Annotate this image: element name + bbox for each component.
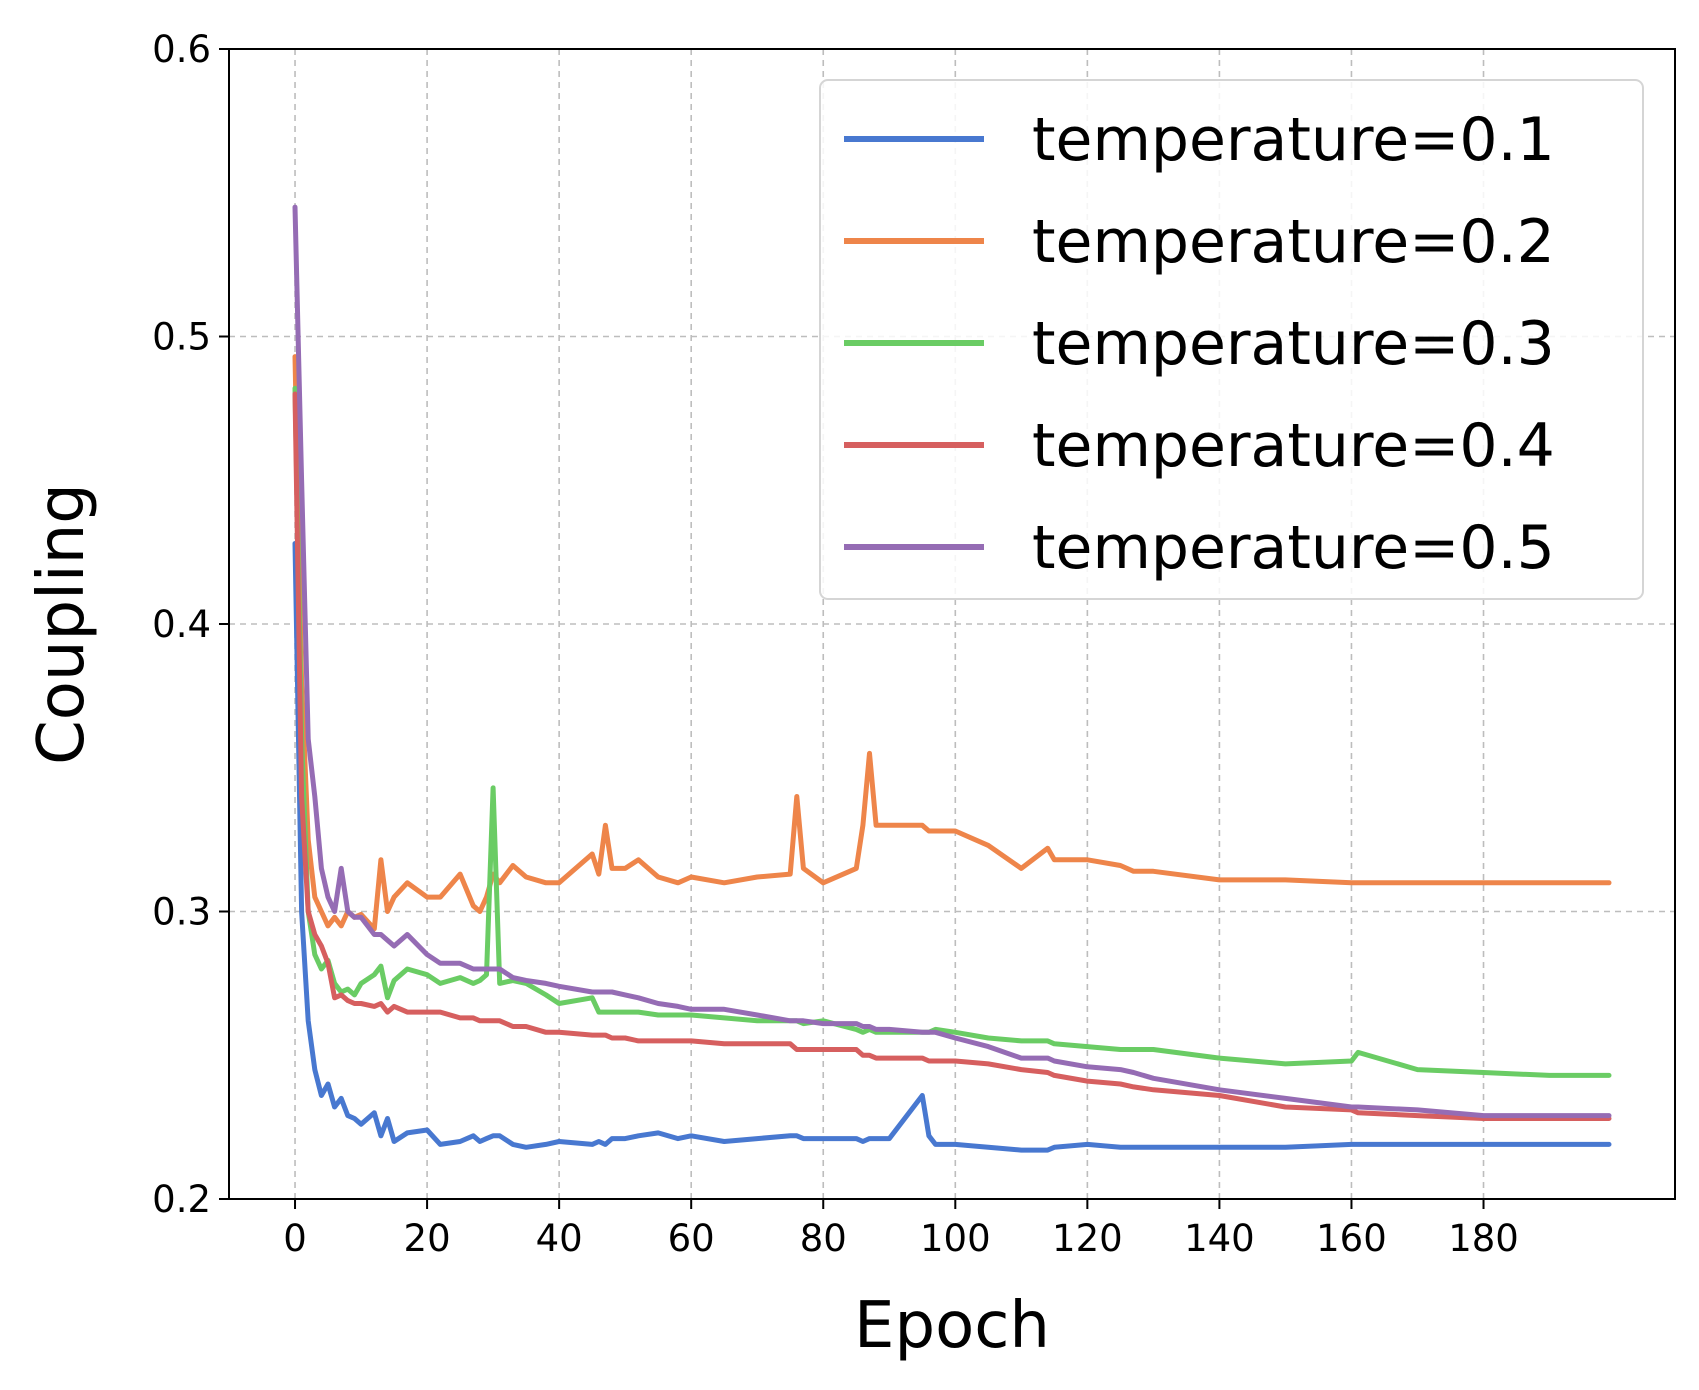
legend-label: temperature=0.3: [1032, 309, 1555, 379]
legend-label: temperature=0.2: [1032, 207, 1555, 277]
y-axis-title: Coupling: [25, 483, 99, 765]
legend-label: temperature=0.4: [1032, 411, 1555, 481]
series-lines: [292, 204, 1612, 1153]
x-tick-label: 140: [1184, 1217, 1255, 1260]
ticks: 0 20 40 60 80 100 120 140 160 180 0.2 0.3 0.4 0.5 0.6: [152, 28, 1519, 1260]
series-line: [292, 541, 1612, 1153]
y-tick-label: 0.6: [152, 28, 211, 71]
y-tick-label: 0.4: [152, 603, 211, 646]
x-tick-label: 100: [920, 1217, 991, 1260]
x-tick-label: 180: [1448, 1217, 1519, 1260]
x-tick-label: 40: [536, 1217, 583, 1260]
x-tick-label: 160: [1316, 1217, 1387, 1260]
series-line: [292, 354, 1612, 932]
series-line: [292, 385, 1612, 1078]
x-tick-label: 20: [404, 1217, 451, 1260]
x-tick-label: 0: [283, 1217, 307, 1260]
series-line: [292, 391, 1612, 1121]
y-tick-label: 0.2: [152, 1178, 211, 1221]
legend: temperature=0.1 temperature=0.2 temperatur…: [819, 79, 1644, 600]
y-tick-label: 0.5: [152, 316, 211, 359]
legend-box: [819, 79, 1644, 600]
x-tick-label: 80: [800, 1217, 847, 1260]
y-tick-label: 0.3: [152, 891, 211, 934]
x-tick-label: 120: [1052, 1217, 1123, 1260]
x-tick-label: 60: [668, 1217, 715, 1260]
legend-label: temperature=0.5: [1032, 513, 1555, 583]
x-axis-title: Epoch: [854, 1289, 1050, 1363]
series-line: [292, 204, 1612, 1119]
legend-label: temperature=0.1: [1032, 105, 1555, 175]
